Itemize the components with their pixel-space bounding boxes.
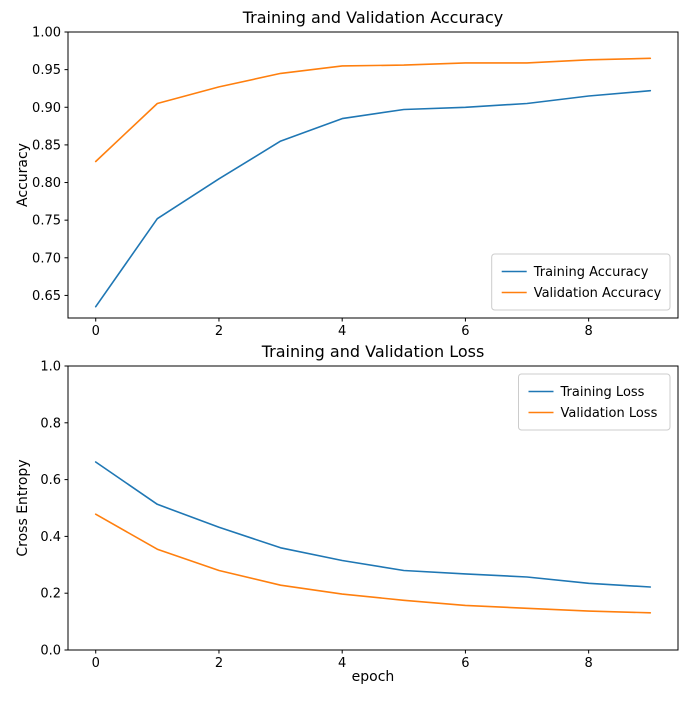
- accuracy-chart-title: Training and Validation Accuracy: [242, 8, 504, 27]
- y-tick-label: 0.0: [40, 644, 61, 659]
- y-tick-label: 0.6: [40, 473, 61, 488]
- legend-label: Validation Accuracy: [534, 286, 662, 301]
- training-loss-line: [94, 461, 652, 588]
- x-axis-label: epoch: [351, 669, 395, 685]
- y-tick-label: 1.0: [40, 360, 61, 375]
- y-tick-label: 0.70: [32, 251, 61, 266]
- accuracy-plot: 0 2 4 6 8 0.65 0.70 0.75 0.80 0.85 0.90 0.95 1.00 Tra…: [32, 26, 679, 339]
- x-tick-label: 0: [92, 656, 100, 671]
- x-tick-label: 6: [461, 656, 469, 671]
- legend-box: [491, 253, 671, 311]
- legend-label: Training Accuracy: [533, 265, 649, 280]
- loss-chart-title: Training and Validation Loss: [261, 342, 485, 361]
- y-tick-label: 0.4: [40, 530, 61, 545]
- loss-axes-spines: [67, 365, 679, 651]
- loss-y-axis-label: Cross Entropy: [15, 459, 31, 557]
- validation-accuracy-line: [94, 57, 652, 163]
- y-tick-label: 1.00: [32, 26, 61, 41]
- x-tick-label: 8: [585, 324, 593, 339]
- x-tick-label: 4: [338, 324, 346, 339]
- y-tick-label: 0.75: [32, 214, 61, 229]
- loss-legend: Training Loss Validation Loss: [518, 373, 671, 431]
- y-tick-label: 0.90: [32, 101, 61, 116]
- y-tick-label: 0.65: [32, 289, 61, 304]
- loss-plot: 0 2 4 6 8 0.0 0.2 0.4 0.6 0.8 1.0 Training Loss Vali…: [40, 360, 679, 671]
- x-tick-label: 4: [338, 656, 346, 671]
- legend-label: Validation Loss: [561, 406, 658, 421]
- y-tick-label: 0.95: [32, 63, 61, 78]
- x-tick-label: 2: [215, 656, 223, 671]
- y-tick-label: 0.85: [32, 138, 61, 153]
- y-tick-label: 0.80: [32, 176, 61, 191]
- x-tick-label: 2: [215, 324, 223, 339]
- accuracy-legend: Training Accuracy Validation Accuracy: [491, 253, 671, 311]
- legend-box: [518, 373, 671, 431]
- y-tick-label: 0.2: [40, 587, 61, 602]
- x-tick-label: 6: [461, 324, 469, 339]
- legend-label: Training Loss: [560, 385, 645, 400]
- training-accuracy-line: [94, 89, 652, 308]
- x-tick-label: 8: [585, 656, 593, 671]
- accuracy-y-axis-label: Accuracy: [15, 143, 31, 207]
- y-tick-label: 0.8: [40, 416, 61, 431]
- validation-loss-line: [94, 513, 652, 614]
- accuracy-axes-spines: [67, 31, 679, 319]
- x-tick-label: 0: [92, 324, 100, 339]
